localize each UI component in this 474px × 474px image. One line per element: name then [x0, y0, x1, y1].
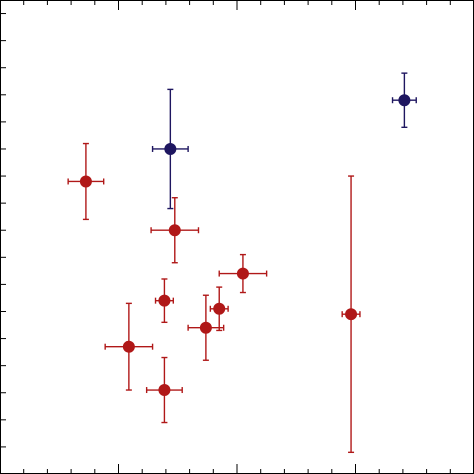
data-point [391, 72, 417, 129]
series-1 [67, 142, 361, 454]
data-point [67, 142, 105, 221]
data-marks [67, 72, 417, 454]
data-marker [158, 294, 171, 307]
data-point [151, 88, 189, 210]
data-marker [199, 321, 212, 334]
data-marker [122, 340, 135, 353]
data-marker [345, 308, 358, 321]
data-marker [398, 94, 411, 107]
data-marker [158, 384, 171, 397]
data-point [218, 253, 268, 294]
data-point [209, 286, 229, 332]
data-point [145, 356, 183, 424]
data-marker [168, 224, 181, 237]
data-marker [79, 175, 92, 188]
data-point [104, 302, 154, 391]
data-marker [164, 142, 177, 155]
data-point [187, 294, 225, 361]
data-point [150, 197, 200, 264]
data-marker [236, 267, 249, 280]
series-2 [151, 72, 417, 210]
data-point [341, 175, 361, 454]
data-point [154, 278, 175, 324]
data-marker [213, 302, 226, 315]
